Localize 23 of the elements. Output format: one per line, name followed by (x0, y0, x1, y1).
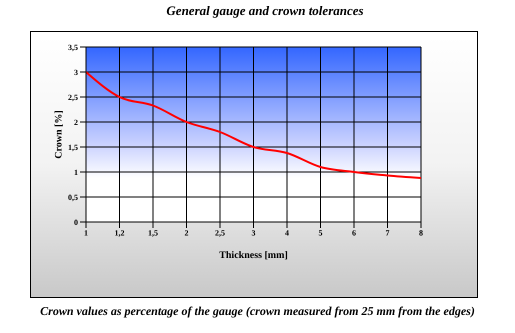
y-tick-label: 0,5 (68, 192, 78, 202)
y-tick-label: 3 (74, 68, 78, 77)
x-tick-label: 8 (419, 228, 423, 238)
x-tick-label: 1,2 (114, 228, 124, 238)
text: Crown values as percentage of the gauge (crown measured from 25 mm from the edges) (40, 304, 475, 318)
x-tick-label: 1 (84, 228, 88, 238)
x-tick-label: 7 (386, 228, 390, 238)
y-axis-title: Crown [%] (54, 110, 65, 159)
x-tick-label: 2 (184, 228, 188, 238)
x-tick-label: 6 (352, 228, 356, 238)
x-tick-label: 5 (318, 228, 322, 238)
y-tick-label: 0 (74, 218, 78, 227)
y-tick-label: 1,5 (68, 142, 78, 152)
x-tick-label: 3 (252, 228, 256, 238)
x-tick-label: 2,5 (215, 228, 225, 238)
y-tick-label: 1 (74, 168, 78, 177)
y-tick-label: 2 (74, 118, 78, 127)
chart-title: General gauge and crown tolerances (165, 3, 365, 19)
x-tick-label: 1,5 (148, 228, 158, 238)
x-axis-title: Thickness [mm] (219, 250, 288, 261)
x-tick-label: 4 (285, 228, 289, 238)
y-tick-label: 2,5 (68, 92, 78, 102)
y-tick-label: 3,5 (68, 42, 78, 52)
